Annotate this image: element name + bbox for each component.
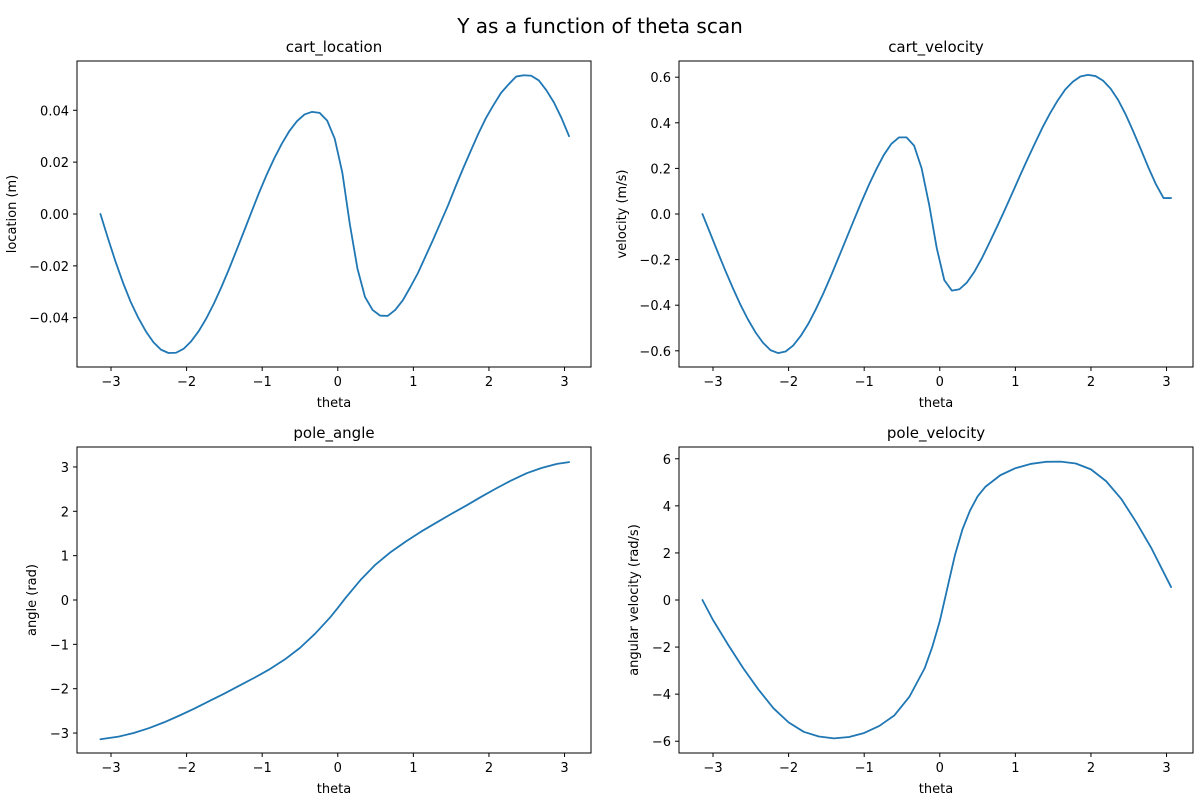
x-tick-label: 2 <box>1087 761 1095 776</box>
x-axis-label: theta <box>317 782 351 797</box>
y-tick-label: 2 <box>663 547 671 562</box>
x-tick-label: −2 <box>779 761 798 776</box>
y-tick-label: −4 <box>652 688 671 703</box>
axes-title: cart_location <box>286 38 383 57</box>
y-tick-label: −3 <box>50 727 69 742</box>
x-tick-label: 2 <box>485 761 493 776</box>
figure-suptitle: Y as a function of theta scan <box>456 14 743 38</box>
y-tick-label: 3 <box>61 461 69 476</box>
y-axis-label: angular velocity (rad/s) <box>627 524 642 676</box>
x-tick-label: 1 <box>1011 761 1019 776</box>
y-tick-label: 0.0 <box>650 208 671 223</box>
subplot-pole-velocity: pole_velocity −3 −2 −1 0 1 2 3 −6 −4 −2 0 2 4 6 theta an… <box>627 424 1194 797</box>
y-tick-label: −2 <box>652 641 671 656</box>
y-tick-label: 0.00 <box>40 208 69 223</box>
y-tick-label: 2 <box>61 505 69 520</box>
x-tick-label: 3 <box>1162 761 1170 776</box>
x-tick-label: 2 <box>1087 375 1095 390</box>
x-axis-label: theta <box>919 782 953 797</box>
y-tick-label: −0.02 <box>29 260 69 275</box>
y-tick-label: 0 <box>61 594 69 609</box>
y-tick-label: 4 <box>663 500 671 515</box>
x-tick-label: 0 <box>334 375 342 390</box>
y-tick-label: 0.04 <box>40 104 69 119</box>
y-tick-label: 0 <box>663 594 671 609</box>
x-tick-label: 0 <box>334 761 342 776</box>
x-tick-label: −1 <box>253 375 272 390</box>
y-tick-label: −1 <box>50 638 69 653</box>
y-tick-label: 1 <box>61 550 69 565</box>
y-tick-label: −0.04 <box>29 312 69 327</box>
x-tick-label: −2 <box>779 375 798 390</box>
x-tick-label: 0 <box>936 375 944 390</box>
x-axis-label: theta <box>919 396 953 411</box>
x-axis-label: theta <box>317 396 351 411</box>
x-tick-label: 3 <box>560 375 568 390</box>
axes-title: pole_angle <box>293 424 374 443</box>
x-tick-label: 1 <box>1011 375 1019 390</box>
subplot-cart-velocity: cart_velocity −3 −2 −1 0 1 2 3 −0.6 −0.4 −0.2 0.0 0.… <box>615 38 1194 411</box>
series-line <box>99 461 570 741</box>
subplot-cart-location: cart_location −3 −2 −1 0 1 2 3 −0.04 −0.02 0.00 0.0… <box>5 38 592 411</box>
axes-title: pole_velocity <box>887 424 985 443</box>
x-tick-label: 1 <box>409 761 417 776</box>
x-tick-label: 3 <box>560 761 568 776</box>
y-axis-label: location (m) <box>5 175 20 254</box>
y-tick-label: −6 <box>652 735 671 750</box>
x-tick-label: 1 <box>409 375 417 390</box>
series-line <box>701 74 1172 354</box>
x-tick-label: −1 <box>855 761 874 776</box>
x-tick-label: −3 <box>101 375 120 390</box>
series-line <box>701 460 1172 740</box>
x-tick-label: −2 <box>177 375 196 390</box>
y-tick-label: −0.2 <box>639 254 671 269</box>
x-tick-label: −3 <box>703 761 722 776</box>
y-tick-label: −0.4 <box>639 299 671 314</box>
y-axis-label: angle (rad) <box>25 564 40 636</box>
x-tick-label: −1 <box>253 761 272 776</box>
y-tick-label: −2 <box>50 683 69 698</box>
y-tick-label: 0.6 <box>650 71 671 86</box>
y-tick-label: 0.4 <box>650 117 671 132</box>
x-tick-label: −1 <box>855 375 874 390</box>
x-tick-label: −2 <box>177 761 196 776</box>
x-tick-label: 2 <box>485 375 493 390</box>
axes-title: cart_velocity <box>888 38 984 57</box>
x-tick-label: 3 <box>1162 375 1170 390</box>
y-tick-label: 0.02 <box>40 156 69 171</box>
y-tick-label: 6 <box>663 453 671 468</box>
y-tick-label: −0.6 <box>639 345 671 360</box>
subplot-pole-angle: pole_angle −3 −2 −1 0 1 2 3 −3 −2 −1 0 1 2 3 theta angle… <box>25 424 592 797</box>
x-tick-label: −3 <box>703 375 722 390</box>
x-tick-label: 0 <box>936 761 944 776</box>
series-line <box>99 74 570 354</box>
y-tick-label: 0.2 <box>650 162 671 177</box>
x-tick-label: −3 <box>101 761 120 776</box>
y-axis-label: velocity (m/s) <box>615 170 630 259</box>
